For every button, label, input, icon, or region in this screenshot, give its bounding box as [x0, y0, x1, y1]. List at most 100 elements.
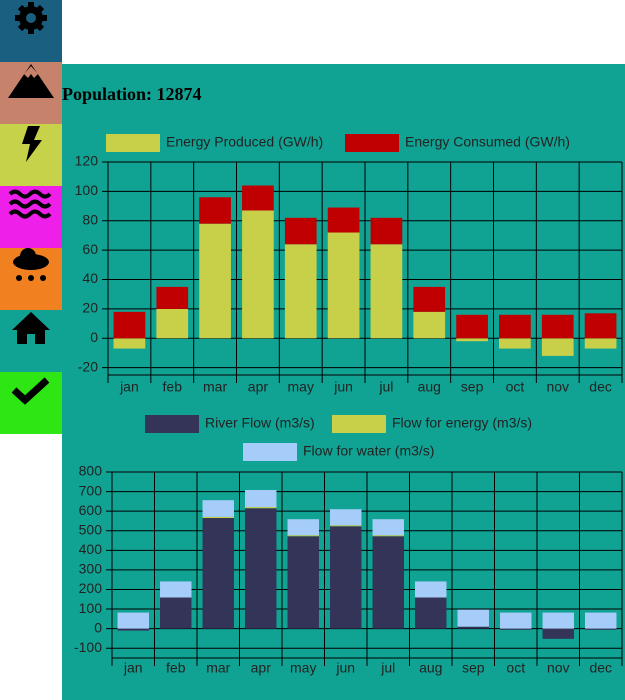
- x-tick-label: apr: [251, 660, 272, 676]
- x-tick-label: feb: [166, 660, 186, 676]
- water-button[interactable]: [0, 186, 62, 248]
- x-tick-label: aug: [418, 379, 441, 395]
- legend-label: River Flow (m3/s): [205, 415, 315, 431]
- bar: [287, 536, 319, 629]
- legend-label: Flow for water (m3/s): [303, 443, 434, 459]
- y-tick-label: 0: [94, 619, 102, 635]
- legend-label: Energy Produced (GW/h): [166, 134, 323, 150]
- x-tick-label: dec: [589, 660, 612, 676]
- legend-swatch: [345, 134, 399, 152]
- bar: [541, 338, 574, 356]
- bar: [370, 244, 403, 339]
- bar: [499, 314, 531, 339]
- y-tick-label: 400: [79, 541, 103, 557]
- bar: [287, 535, 319, 537]
- y-tick-label: 500: [79, 521, 103, 537]
- x-tick-label: jan: [123, 660, 143, 676]
- y-tick-label: 20: [82, 300, 98, 316]
- settings-button[interactable]: [0, 0, 62, 62]
- bar: [413, 286, 446, 312]
- confirm-button[interactable]: [0, 372, 62, 434]
- x-tick-label: sep: [461, 379, 484, 395]
- x-tick-label: aug: [419, 660, 442, 676]
- y-tick-label: 60: [82, 241, 98, 257]
- x-tick-label: oct: [506, 660, 525, 676]
- legend-swatch: [332, 415, 386, 433]
- x-tick-label: apr: [248, 379, 269, 395]
- x-tick-label: oct: [506, 379, 525, 395]
- x-tick-label: nov: [547, 660, 570, 676]
- x-tick-label: dec: [589, 379, 612, 395]
- legend-label: Flow for energy (m3/s): [392, 415, 532, 431]
- energy-button[interactable]: [0, 124, 62, 186]
- bar: [327, 232, 360, 339]
- sidebar: [0, 0, 62, 434]
- bar: [117, 612, 149, 629]
- bar: [542, 628, 574, 639]
- legend-swatch: [106, 134, 160, 152]
- x-tick-label: sep: [462, 660, 485, 676]
- bar: [242, 185, 274, 211]
- bar: [245, 507, 277, 509]
- y-tick-label: -100: [74, 639, 102, 655]
- x-tick-label: may: [288, 379, 314, 395]
- bar: [199, 223, 231, 339]
- bar: [499, 338, 531, 349]
- y-tick-label: 200: [79, 580, 103, 596]
- bar: [456, 314, 488, 339]
- y-tick-label: 120: [75, 153, 99, 169]
- x-tick-label: may: [290, 660, 316, 676]
- y-tick-label: -20: [78, 358, 98, 374]
- bar: [415, 597, 447, 629]
- population-label: Population:: [62, 84, 153, 104]
- bar: [541, 314, 574, 339]
- bar: [500, 628, 532, 630]
- x-tick-label: mar: [203, 379, 227, 395]
- bar: [242, 210, 274, 339]
- x-tick-label: jun: [335, 660, 355, 676]
- legend-swatch: [145, 415, 199, 433]
- x-tick-label: jul: [378, 379, 393, 395]
- weather-button[interactable]: [0, 248, 62, 310]
- bar: [202, 500, 234, 517]
- bar: [584, 313, 617, 339]
- bar: [585, 612, 617, 629]
- x-tick-label: jan: [119, 379, 139, 395]
- bar: [117, 628, 149, 631]
- y-tick-label: 100: [75, 182, 99, 198]
- bar: [372, 536, 404, 629]
- bar: [415, 581, 447, 598]
- y-tick-label: 80: [82, 211, 98, 227]
- bar: [372, 535, 404, 537]
- bar: [245, 490, 277, 508]
- x-tick-label: nov: [546, 379, 569, 395]
- x-tick-label: jul: [380, 660, 395, 676]
- bar: [372, 519, 404, 536]
- bar: [160, 597, 192, 629]
- bar: [113, 338, 146, 349]
- y-tick-label: 0: [90, 329, 98, 345]
- bar: [113, 311, 146, 339]
- bar: [413, 311, 446, 339]
- x-tick-label: jun: [333, 379, 353, 395]
- bar: [542, 612, 574, 629]
- bar: [284, 244, 317, 339]
- bar: [156, 308, 189, 339]
- home-button[interactable]: [0, 310, 62, 372]
- legend-label: Energy Consumed (GW/h): [405, 134, 570, 150]
- bar: [287, 519, 319, 536]
- bar: [457, 626, 489, 629]
- x-tick-label: feb: [163, 379, 183, 395]
- bar: [245, 508, 277, 629]
- bar: [202, 516, 234, 519]
- bar: [199, 197, 231, 224]
- bar: [330, 509, 362, 526]
- bar: [585, 628, 617, 630]
- legend-swatch: [243, 443, 297, 461]
- bar: [156, 286, 189, 309]
- bar: [202, 518, 234, 629]
- bar: [500, 612, 532, 629]
- x-tick-label: mar: [206, 660, 230, 676]
- terrain-button[interactable]: [0, 62, 62, 124]
